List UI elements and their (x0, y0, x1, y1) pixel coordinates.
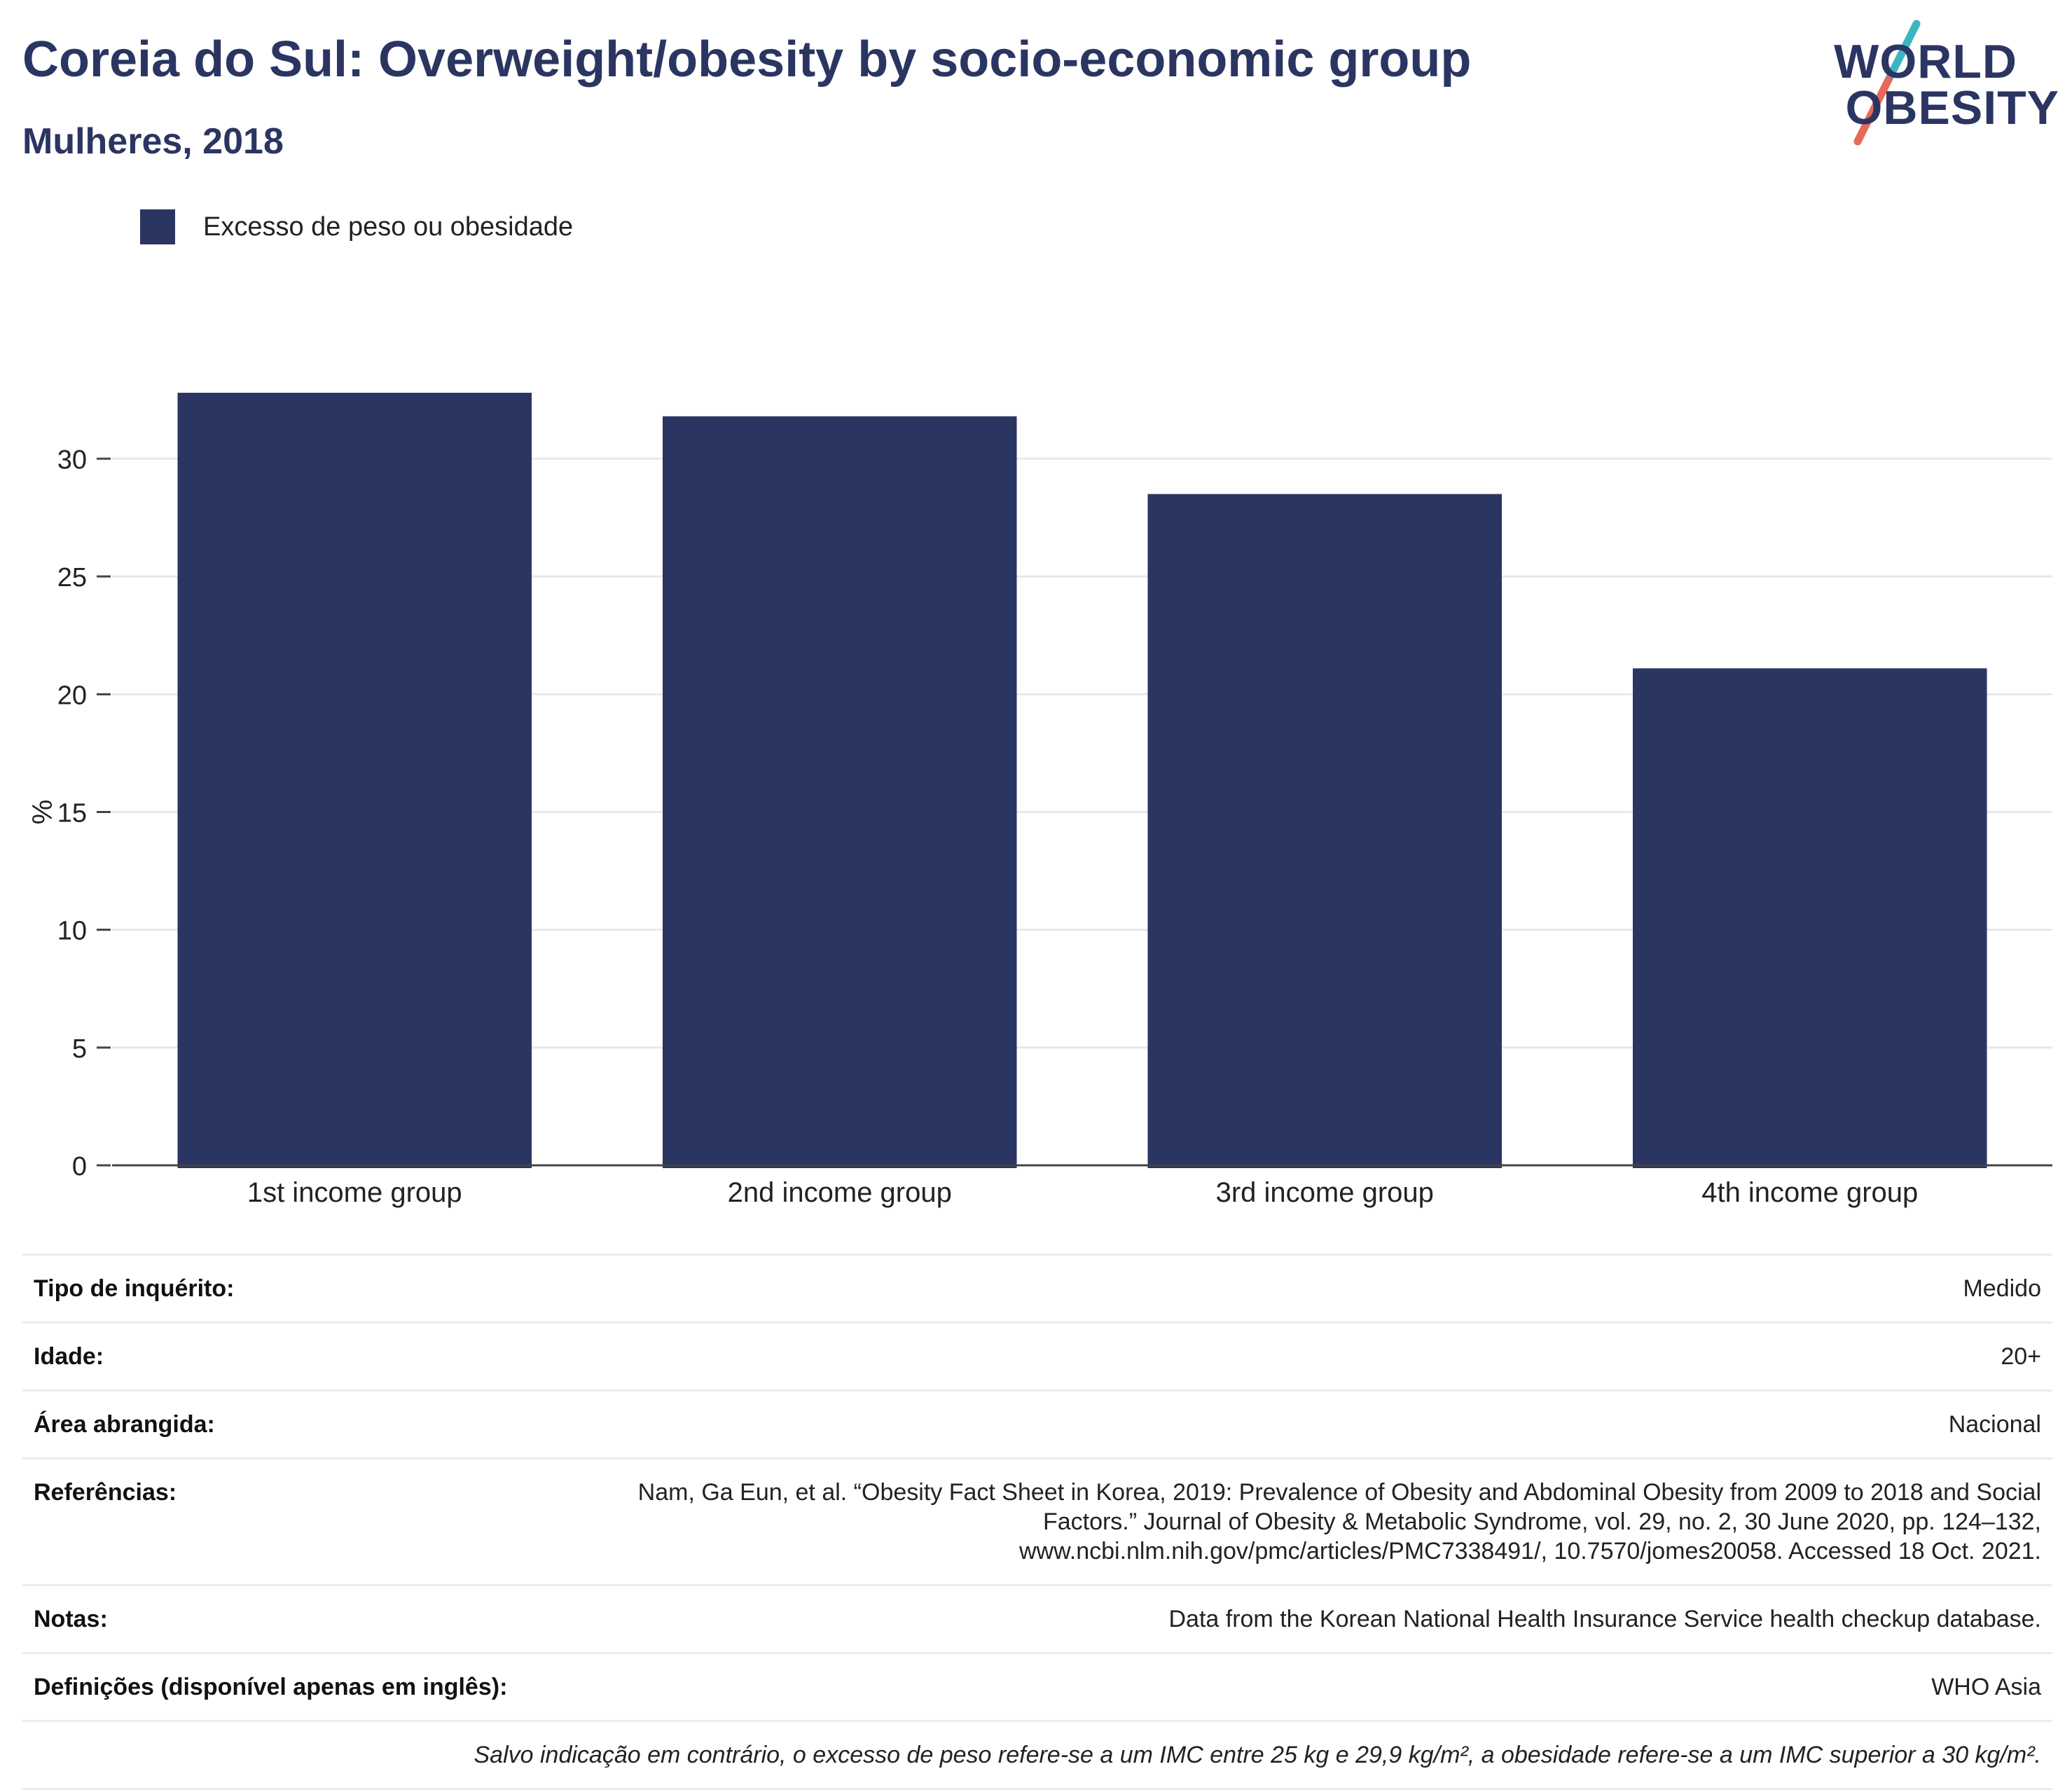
legend-label: Excesso de peso ou obesidade (203, 211, 574, 242)
meta-row-references: Referências: Nam, Ga Eun, et al. “Obesit… (22, 1457, 2052, 1584)
x-tick-label: 3rd income group (1216, 1177, 1434, 1208)
meta-key: Idade: (34, 1343, 104, 1370)
meta-row-definitions: Definições (disponível apenas em inglês)… (22, 1652, 2052, 1720)
y-tick-label: 10 (57, 917, 87, 946)
y-axis-label: % (27, 800, 58, 825)
bar (177, 392, 532, 1168)
meta-key: Definições (disponível apenas em inglês)… (34, 1674, 508, 1700)
bar (662, 416, 1017, 1169)
y-tick-label: 25 (57, 563, 87, 592)
bar (1147, 494, 1503, 1168)
y-tick-label: 0 (72, 1152, 87, 1181)
chart-subtitle: Mulheres, 2018 (22, 121, 284, 162)
y-tick-label: 5 (72, 1034, 87, 1064)
meta-value: Medido (1963, 1275, 2041, 1302)
meta-row-area: Área abrangida: Nacional (22, 1389, 2052, 1457)
metadata-table: Tipo de inquérito: Medido Idade: 20+ Áre… (22, 1254, 2052, 1790)
logo-slash-icon (1853, 20, 1921, 146)
meta-row-age: Idade: 20+ (22, 1321, 2052, 1389)
meta-value: Nam, Ga Eun, et al. “Obesity Fact Sheet … (637, 1479, 2041, 1564)
meta-key: Notas: (34, 1606, 108, 1632)
y-tick-label: 20 (57, 681, 87, 710)
meta-key: Área abrangida: (34, 1411, 215, 1438)
y-tick-label: 15 (57, 799, 87, 828)
meta-row-survey-type: Tipo de inquérito: Medido (22, 1254, 2052, 1321)
meta-value: 20+ (2001, 1343, 2041, 1370)
logo-word-world: WORLD (1834, 35, 2017, 88)
x-tick-label: 2nd income group (728, 1177, 952, 1208)
logo-word-obesity: OBESITY (1845, 81, 2059, 134)
chart-title: Coreia do Sul: Overweight/obesity by soc… (22, 32, 1472, 88)
meta-row-notes: Notas: Data from the Korean National Hea… (22, 1584, 2052, 1652)
x-tick-label: 1st income group (247, 1177, 462, 1208)
meta-value: Nacional (1948, 1411, 2041, 1438)
bar-chart: 0 5 10 15 20 25 30% 1st income group 2nd income … (27, 392, 2052, 1208)
meta-value: Data from the Korean National Health Ins… (1168, 1606, 2041, 1632)
x-tick-label: 4th income group (1701, 1177, 1918, 1208)
meta-key: Tipo de inquérito: (34, 1275, 235, 1302)
world-obesity-logo: WORLD OBESITY (1821, 20, 2059, 153)
legend-swatch (140, 209, 175, 244)
bar (1632, 668, 1987, 1168)
bmi-footnote: Salvo indicação em contrário, o excesso … (22, 1720, 2052, 1790)
legend: Excesso de peso ou obesidade (140, 209, 573, 245)
meta-value: WHO Asia (1931, 1674, 2041, 1700)
y-tick-label: 30 (57, 445, 87, 475)
meta-key: Referências: (34, 1479, 177, 1506)
